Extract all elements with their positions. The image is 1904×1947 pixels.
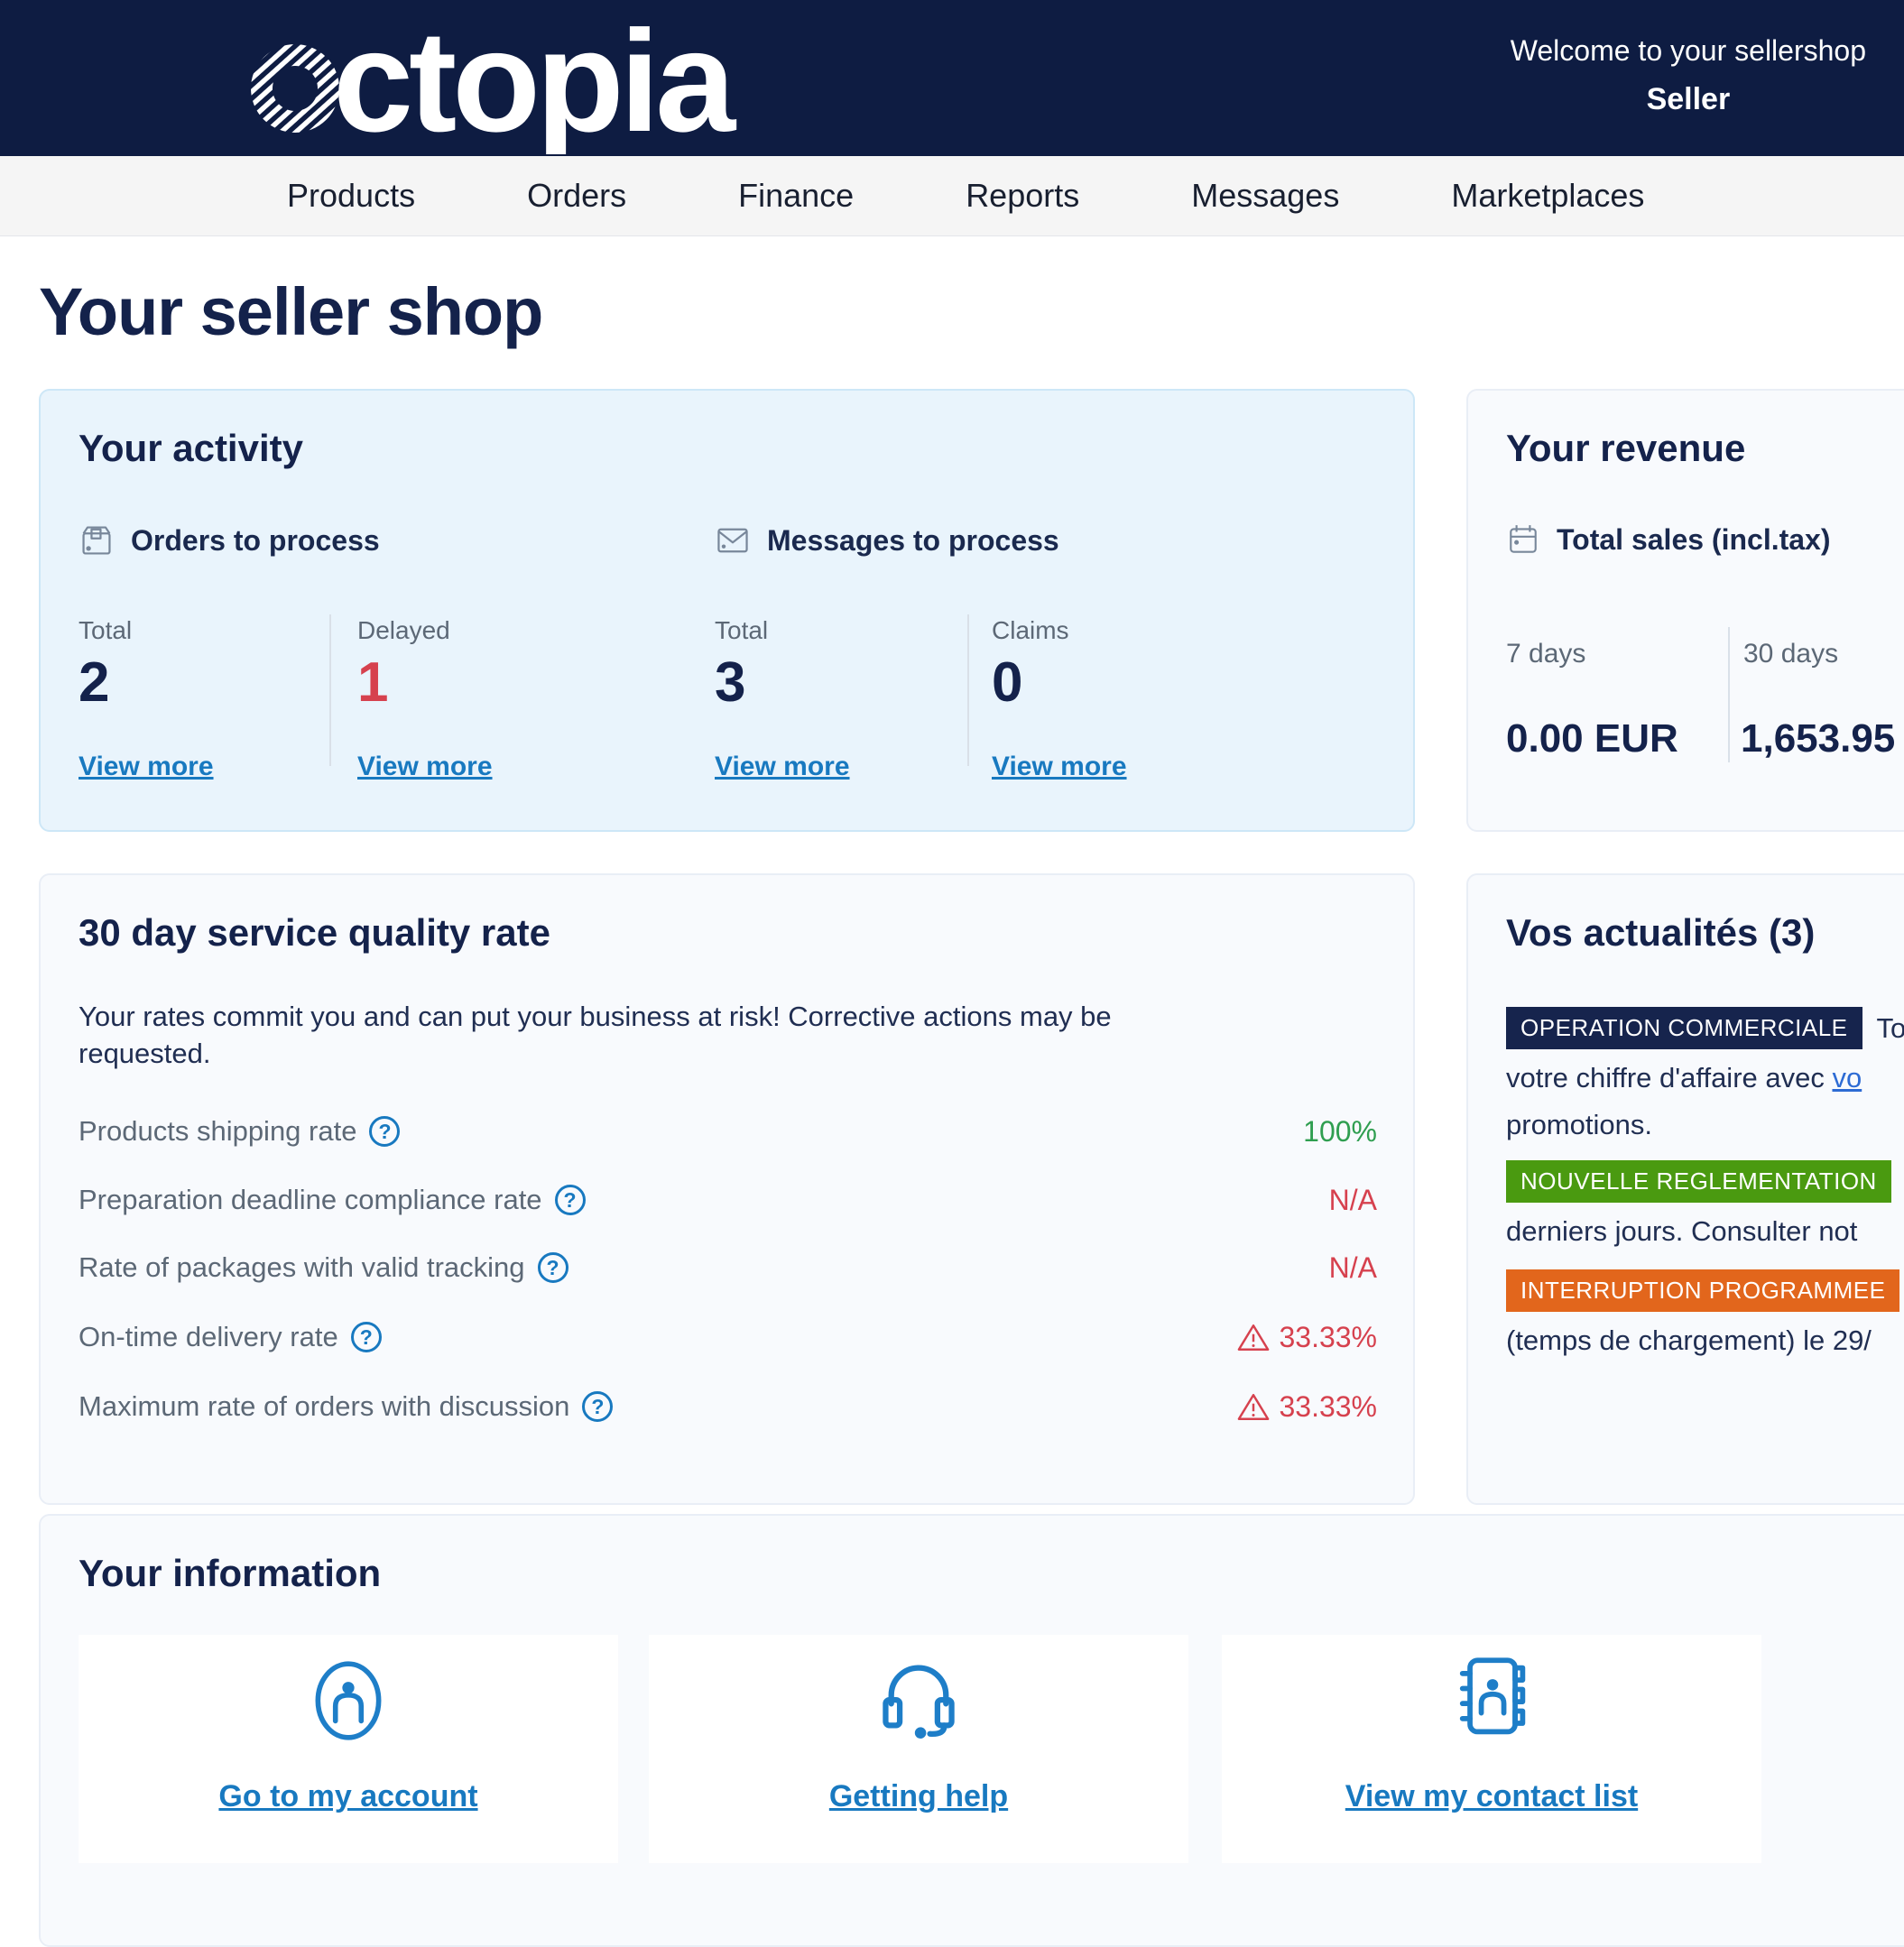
news-tag: OPERATION COMMERCIALE [1506, 1007, 1862, 1049]
nav-item-products[interactable]: Products [287, 177, 416, 214]
view-contact-list-link[interactable]: View my contact list [1345, 1779, 1639, 1813]
octopia-logo[interactable]: ctopia [228, 0, 788, 161]
news-item-interruption: INTERRUPTION PROGRAMMEE En r (temps de c… [1506, 1269, 1904, 1359]
quality-card: 30 day service quality rate Your rates c… [39, 873, 1415, 1505]
activity-title: Your activity [79, 427, 303, 469]
revenue-card: Your revenue Total sales (incl.tax) 7 da… [1466, 389, 1904, 832]
app-header: ctopia Welcome to your sellershop Seller [0, 0, 1904, 161]
stat-label: Delayed [357, 616, 450, 644]
calendar-icon [1510, 525, 1537, 553]
stat-value: 2 [79, 651, 110, 714]
divider [1728, 627, 1730, 762]
news-inline-link[interactable]: vo [1832, 1062, 1862, 1093]
package-icon [82, 526, 111, 555]
rate-label: Products shipping rate [79, 1115, 357, 1147]
stat-label: Total [79, 616, 133, 644]
orders-to-process-header: Orders to process [79, 522, 380, 558]
stat-messages-claims: Claims 0 View more [992, 391, 1244, 834]
news-item-reglementation: NOUVELLE REGLEMENTATION Le p derniers jo… [1506, 1160, 1904, 1250]
rate-row-discussion: Maximum rate of orders with discussion ?… [79, 1386, 1377, 1427]
nav-item-reports[interactable]: Reports [966, 177, 1080, 214]
news-item-operation: OPERATION COMMERCIALE Top de votre chiff… [1506, 1007, 1904, 1143]
revenue-7days-value: 0.00 EUR [1506, 716, 1678, 761]
orders-to-process-label: Orders to process [131, 523, 380, 557]
tile-getting-help: Getting help [649, 1635, 1188, 1863]
revenue-title: Your revenue [1506, 427, 1746, 469]
total-sales-header: Total sales (incl.tax) [1506, 522, 1831, 557]
rate-value: 33.33% [1237, 1321, 1377, 1354]
rate-label: Maximum rate of orders with discussion [79, 1390, 570, 1422]
warning-icon [1238, 1393, 1270, 1420]
headset-icon [883, 1665, 955, 1739]
tile-my-account: Go to my account [79, 1635, 618, 1863]
info-title: Your information [79, 1552, 382, 1594]
info-card: Your information Go to my account Gettin… [39, 1514, 1904, 1947]
contacts-icon [1459, 1657, 1526, 1735]
svg-text:ctopia: ctopia [333, 3, 736, 154]
stat-label: Claims [992, 616, 1069, 644]
stat-messages-total: Total 3 View more [715, 391, 967, 834]
getting-help-link[interactable]: Getting help [828, 1779, 1009, 1813]
envelope-icon [717, 528, 748, 553]
help-icon[interactable]: ? [350, 1322, 382, 1352]
nav-item-orders[interactable]: Orders [527, 177, 627, 214]
news-tag: INTERRUPTION PROGRAMMEE [1506, 1269, 1900, 1312]
messages-to-process-label: Messages to process [767, 523, 1059, 557]
total-sales-label: Total sales (incl.tax) [1557, 522, 1831, 556]
welcome-text: Welcome to your sellershop [1510, 34, 1866, 67]
nav-item-messages[interactable]: Messages [1191, 177, 1340, 214]
help-icon[interactable]: ? [582, 1391, 614, 1422]
warning-icon [1238, 1324, 1270, 1351]
rate-label: On-time delivery rate [79, 1321, 338, 1352]
stat-orders-delayed: Delayed 1 View more [357, 391, 610, 834]
news-text: Top de [1876, 1011, 1904, 1044]
rate-value: 33.33% [1237, 1390, 1377, 1424]
rate-label: Preparation deadline compliance rate [79, 1184, 542, 1215]
help-icon[interactable]: ? [537, 1252, 568, 1283]
divider [329, 614, 331, 766]
rate-row-tracking: Rate of packages with valid tracking ? N… [79, 1247, 1377, 1288]
page-title: Your seller shop [39, 274, 543, 349]
seller-name: Seller [1646, 82, 1731, 116]
messages-to-process-header: Messages to process [715, 522, 1059, 558]
view-more-link[interactable]: View more [992, 752, 1127, 781]
stat-label: Total [715, 616, 769, 644]
rate-label: Rate of packages with valid tracking [79, 1251, 525, 1283]
view-more-link[interactable]: View more [715, 752, 850, 781]
stat-orders-total: Total 2 View more [79, 391, 331, 834]
quality-warning-text: Your rates commit you and can put your b… [79, 1001, 1112, 1069]
nav-item-finance[interactable]: Finance [738, 177, 855, 214]
account-icon [315, 1661, 382, 1740]
help-icon[interactable]: ? [369, 1116, 401, 1147]
period-7days-label: 7 days [1506, 639, 1586, 669]
quality-title: 30 day service quality rate [79, 911, 550, 954]
tile-contact-list: View my contact list [1222, 1635, 1761, 1863]
nav-item-marketplaces[interactable]: Marketplaces [1451, 177, 1645, 214]
news-tag: NOUVELLE REGLEMENTATION [1506, 1160, 1891, 1203]
rate-value: N/A [1328, 1183, 1377, 1216]
go-to-my-account-link[interactable]: Go to my account [218, 1779, 478, 1813]
period-30days-label: 30 days [1743, 639, 1839, 669]
rate-row-delivery: On-time delivery rate ? 33.33% [79, 1316, 1377, 1358]
stat-value: 1 [357, 651, 389, 714]
octopia-logo-icon: ctopia [251, 0, 741, 161]
news-title: Vos actualités (3) [1506, 911, 1816, 954]
stat-value: 0 [992, 651, 1023, 714]
activity-card: Your activity Orders to process Messages… [39, 389, 1415, 832]
view-more-link[interactable]: View more [79, 752, 214, 781]
rate-value: 100% [1303, 1114, 1377, 1148]
news-card: Vos actualités (3) OPERATION COMMERCIALE… [1466, 873, 1904, 1505]
stat-value: 3 [715, 651, 746, 714]
rate-value: N/A [1328, 1250, 1377, 1284]
revenue-30days-value: 1,653.95 [1741, 716, 1896, 761]
rate-row-preparation: Preparation deadline compliance rate ? N… [79, 1179, 1377, 1221]
help-icon[interactable]: ? [554, 1185, 586, 1215]
divider [967, 614, 969, 766]
welcome-block: Welcome to your sellershop Seller [1511, 34, 1866, 117]
rate-row-shipping: Products shipping rate ? 100% [79, 1111, 1377, 1152]
main-nav: Products Orders Finance Reports Messages… [0, 156, 1904, 236]
view-more-link[interactable]: View more [357, 752, 493, 781]
